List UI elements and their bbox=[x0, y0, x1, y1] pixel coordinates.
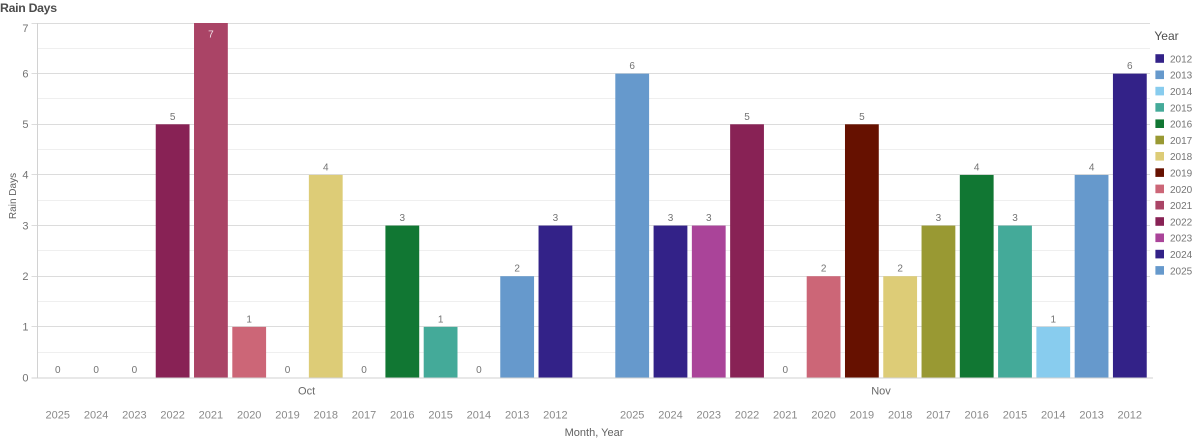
svg-text:2: 2 bbox=[514, 264, 520, 275]
svg-text:5: 5 bbox=[170, 112, 176, 123]
svg-text:5: 5 bbox=[859, 112, 865, 123]
svg-text:2012: 2012 bbox=[1170, 54, 1193, 65]
svg-text:1: 1 bbox=[1051, 314, 1057, 325]
svg-text:2017: 2017 bbox=[926, 410, 950, 422]
svg-text:1: 1 bbox=[438, 314, 444, 325]
svg-text:4: 4 bbox=[323, 162, 329, 173]
svg-text:2017: 2017 bbox=[1170, 136, 1193, 147]
svg-text:2021: 2021 bbox=[1170, 201, 1193, 212]
svg-text:2013: 2013 bbox=[1079, 410, 1103, 422]
svg-text:5: 5 bbox=[22, 119, 28, 131]
svg-text:0: 0 bbox=[55, 365, 61, 376]
svg-text:2013: 2013 bbox=[505, 410, 529, 422]
svg-text:7: 7 bbox=[208, 30, 214, 41]
svg-text:2019: 2019 bbox=[1170, 169, 1193, 180]
svg-text:0: 0 bbox=[93, 365, 99, 376]
svg-text:2015: 2015 bbox=[428, 410, 452, 422]
svg-text:3: 3 bbox=[22, 220, 28, 232]
svg-text:2025: 2025 bbox=[620, 410, 644, 422]
svg-text:0: 0 bbox=[361, 365, 367, 376]
svg-text:3: 3 bbox=[400, 213, 406, 224]
svg-text:2014: 2014 bbox=[1170, 87, 1193, 98]
svg-text:2022: 2022 bbox=[160, 410, 184, 422]
svg-text:0: 0 bbox=[285, 365, 291, 376]
svg-text:2020: 2020 bbox=[237, 410, 261, 422]
svg-text:2020: 2020 bbox=[1170, 185, 1193, 196]
svg-text:2012: 2012 bbox=[543, 410, 567, 422]
svg-text:2024: 2024 bbox=[84, 410, 108, 422]
svg-text:3: 3 bbox=[668, 213, 674, 224]
svg-text:2025: 2025 bbox=[1170, 266, 1193, 277]
svg-text:Month, Year: Month, Year bbox=[565, 427, 624, 439]
svg-text:2022: 2022 bbox=[1170, 217, 1193, 228]
svg-text:2023: 2023 bbox=[122, 410, 146, 422]
svg-text:0: 0 bbox=[783, 365, 789, 376]
svg-text:4: 4 bbox=[22, 170, 28, 182]
svg-text:2: 2 bbox=[897, 264, 903, 275]
svg-text:2025: 2025 bbox=[46, 410, 70, 422]
svg-text:2013: 2013 bbox=[1170, 71, 1193, 82]
svg-text:2023: 2023 bbox=[697, 410, 721, 422]
svg-text:5: 5 bbox=[744, 112, 750, 123]
svg-text:6: 6 bbox=[1127, 61, 1133, 72]
svg-text:2016: 2016 bbox=[390, 410, 414, 422]
svg-text:2021: 2021 bbox=[773, 410, 797, 422]
svg-text:2012: 2012 bbox=[1118, 410, 1142, 422]
svg-text:2015: 2015 bbox=[1003, 410, 1027, 422]
svg-text:2016: 2016 bbox=[1170, 120, 1193, 131]
svg-text:2018: 2018 bbox=[314, 410, 338, 422]
svg-text:2020: 2020 bbox=[811, 410, 835, 422]
svg-text:2024: 2024 bbox=[1170, 250, 1193, 261]
svg-text:6: 6 bbox=[629, 61, 635, 72]
svg-text:3: 3 bbox=[936, 213, 942, 224]
svg-text:2023: 2023 bbox=[1170, 234, 1193, 245]
svg-text:2021: 2021 bbox=[199, 410, 223, 422]
svg-text:Year: Year bbox=[1154, 29, 1178, 43]
svg-text:3: 3 bbox=[553, 213, 559, 224]
svg-text:2016: 2016 bbox=[964, 410, 988, 422]
svg-text:2: 2 bbox=[22, 271, 28, 283]
svg-text:2014: 2014 bbox=[467, 410, 491, 422]
svg-text:2019: 2019 bbox=[850, 410, 874, 422]
svg-text:0: 0 bbox=[476, 365, 482, 376]
svg-text:2019: 2019 bbox=[275, 410, 299, 422]
svg-text:Rain Days: Rain Days bbox=[8, 173, 19, 219]
svg-text:1: 1 bbox=[22, 322, 28, 334]
svg-text:2: 2 bbox=[821, 264, 827, 275]
svg-text:2022: 2022 bbox=[735, 410, 759, 422]
svg-text:2014: 2014 bbox=[1041, 410, 1065, 422]
svg-text:4: 4 bbox=[1089, 162, 1095, 173]
svg-text:Oct: Oct bbox=[298, 386, 315, 398]
svg-text:2024: 2024 bbox=[658, 410, 682, 422]
svg-text:6: 6 bbox=[22, 68, 28, 80]
svg-text:Nov: Nov bbox=[871, 386, 891, 398]
svg-text:7: 7 bbox=[22, 23, 28, 35]
svg-text:4: 4 bbox=[974, 162, 980, 173]
svg-text:2017: 2017 bbox=[352, 410, 376, 422]
svg-text:1: 1 bbox=[246, 314, 252, 325]
svg-text:3: 3 bbox=[706, 213, 712, 224]
svg-text:Rain Days: Rain Days bbox=[0, 1, 57, 15]
svg-text:3: 3 bbox=[1012, 213, 1018, 224]
svg-text:0: 0 bbox=[22, 372, 28, 384]
svg-text:2018: 2018 bbox=[888, 410, 912, 422]
svg-text:2015: 2015 bbox=[1170, 103, 1193, 114]
svg-text:0: 0 bbox=[132, 365, 138, 376]
svg-text:2018: 2018 bbox=[1170, 152, 1193, 163]
